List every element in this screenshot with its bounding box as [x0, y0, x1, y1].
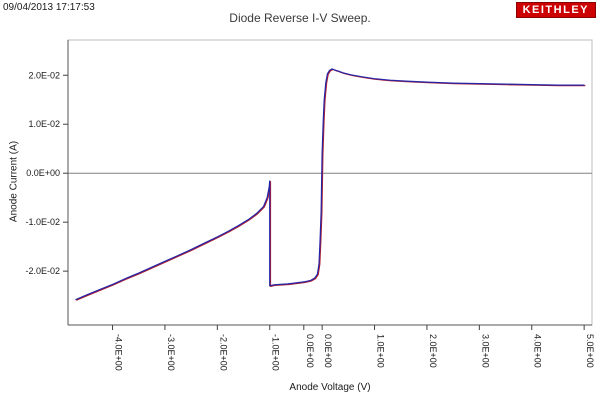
x-tick-label: 2.0E+00	[428, 334, 438, 368]
keithley-logo-text: KEITHLEY	[522, 4, 589, 16]
x-tick-label: -2.0E+00	[218, 334, 228, 371]
x-tick-label: 0.0E+00	[305, 334, 315, 368]
y-tick-label: 0.0E+00	[26, 168, 60, 178]
x-tick-label: 1.0E+00	[376, 334, 386, 368]
y-tick-label: 1.0E-02	[28, 119, 60, 129]
x-tick-label: 3.0E+00	[480, 334, 490, 368]
sweep-trace-red	[76, 68, 586, 301]
x-tick-label: 0.0E+00	[323, 334, 333, 368]
x-tick-label: 4.0E+00	[533, 334, 543, 368]
x-tick-label: -1.0E+00	[271, 334, 281, 371]
x-tick-label: -4.0E+00	[114, 334, 124, 371]
y-tick-label: -1.0E-02	[25, 217, 60, 227]
sweep-trace-blue	[75, 68, 585, 301]
x-tick-label: -3.0E+00	[166, 334, 176, 371]
x-axis-label: Anode Voltage (V)	[289, 382, 371, 393]
y-tick-label: 2.0E-02	[28, 70, 60, 80]
timestamp: 09/04/2013 17:17:53	[3, 2, 95, 13]
keithley-logo: KEITHLEY	[515, 2, 596, 18]
y-tick-label: -2.0E-02	[25, 266, 60, 276]
chart-title: Diode Reverse I-V Sweep.	[229, 11, 371, 25]
plot-border	[67, 39, 593, 326]
x-tick-label: 5.0E+00	[585, 334, 595, 368]
